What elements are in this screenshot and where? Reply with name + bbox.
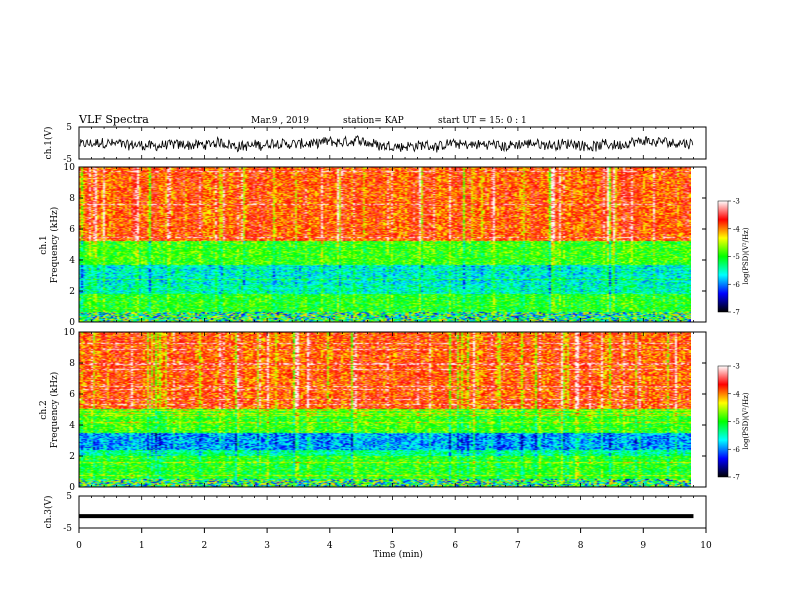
x-tick-label: 7	[515, 541, 521, 551]
y-tick-label: 4	[69, 256, 75, 266]
ch1-spectrogram-image	[79, 167, 691, 322]
x-tick-label: 8	[578, 541, 584, 551]
ch2-frequency-label: Frequency (kHz)	[49, 372, 60, 449]
start-time-label: start UT = 15: 0 : 1	[438, 116, 527, 126]
y-tick-label: 2	[69, 287, 75, 297]
colorbar-tick-label: -3	[733, 198, 740, 206]
y-tick-label: 2	[69, 452, 75, 462]
ch2-colorbar: -3 -4 -5 -6 -7 log(PSD)(V²/Hz)	[717, 363, 750, 482]
y-tick-label: 6	[69, 390, 75, 400]
ch3-ytick-bottom: -5	[63, 524, 72, 534]
colorbar-tick-label: -5	[733, 253, 740, 261]
y-tick-label: 8	[69, 359, 75, 369]
colorbar-tick-label: -4	[733, 390, 740, 398]
x-tick-label: 2	[202, 541, 208, 551]
y-tick-label: 8	[69, 194, 75, 204]
x-tick-label: 9	[640, 541, 646, 551]
ch1-yticks: 0 2 4 6 8 10	[64, 163, 706, 328]
y-tick-label: 0	[69, 483, 75, 493]
ch2-spectrogram-panel: 0 2 4 6 8 10 ch.2 Frequency (kHz)	[39, 328, 707, 493]
ch1-frequency-label: Frequency (kHz)	[49, 207, 60, 284]
date-label: Mar.9 , 2019	[251, 116, 309, 126]
x-tick-label: 0	[76, 541, 82, 551]
x-tick-label: 3	[264, 541, 270, 551]
x-tick-label: 5	[390, 541, 396, 551]
ch2-channel-label: ch.2	[39, 400, 49, 419]
x-tick-label: 6	[452, 541, 458, 551]
colorbar-tick-label: -6	[733, 281, 740, 289]
time-axis: 0 1 2 3 4 5 6 7 8 9 10	[76, 127, 712, 551]
ch1-colorbar-label: log(PSD)(V²/Hz)	[742, 227, 750, 284]
colorbar-tick-label: -3	[733, 363, 740, 371]
station-label: station= KAP	[343, 116, 404, 126]
colorbar-tick-label: -7	[733, 309, 740, 317]
ch1-waveform-ylabel: ch.1(V)	[43, 127, 54, 160]
ch2-spectrogram-image	[79, 332, 691, 487]
ch1-colorbar-gradient	[717, 200, 729, 313]
y-tick-label: 4	[69, 421, 75, 431]
y-tick-label: 10	[64, 163, 76, 173]
x-axis-label: Time (min)	[373, 549, 423, 560]
colorbar-tick-label: -5	[733, 418, 740, 426]
x-tick-label: 4	[327, 541, 333, 551]
ch1-waveform-panel: 5 -5 ch.1(V)	[43, 123, 707, 165]
colorbar-tick-label: -7	[733, 474, 740, 482]
ch1-colorbar-ticks: -3 -4 -5 -6 -7	[728, 198, 740, 317]
ch1-spectrogram-panel: 0 2 4 6 8 10 ch.1 Frequency (kHz)	[39, 163, 707, 328]
chart-title: VLF Spectra	[78, 113, 149, 126]
x-tick-label: 1	[139, 541, 145, 551]
y-tick-label: 10	[64, 328, 76, 338]
ch1-waveform-trace	[79, 134, 694, 153]
ch1-ytick-top: 5	[66, 123, 72, 133]
ch2-yticks: 0 2 4 6 8 10	[64, 328, 706, 493]
ch3-waveform-frame	[78, 495, 707, 529]
x-tick-label: 10	[700, 541, 712, 551]
ch3-ytick-top: 5	[66, 492, 72, 502]
ch3-waveform-panel: 5 -5 ch.3(V)	[43, 492, 707, 534]
ch3-waveform-ylabel: ch.3(V)	[43, 496, 54, 529]
y-tick-label: 0	[69, 318, 75, 328]
y-tick-label: 6	[69, 225, 75, 235]
ch2-colorbar-label: log(PSD)(V²/Hz)	[742, 392, 750, 449]
ch1-ytick-bottom: -5	[63, 155, 72, 165]
ch2-colorbar-gradient	[717, 365, 729, 478]
ch2-colorbar-ticks: -3 -4 -5 -6 -7	[728, 363, 740, 482]
ch1-channel-label: ch.1	[39, 235, 49, 254]
colorbar-tick-label: -4	[733, 225, 740, 233]
colorbar-tick-label: -6	[733, 446, 740, 454]
ch1-colorbar: -3 -4 -5 -6 -7 log(PSD)(V²/Hz)	[717, 198, 750, 317]
